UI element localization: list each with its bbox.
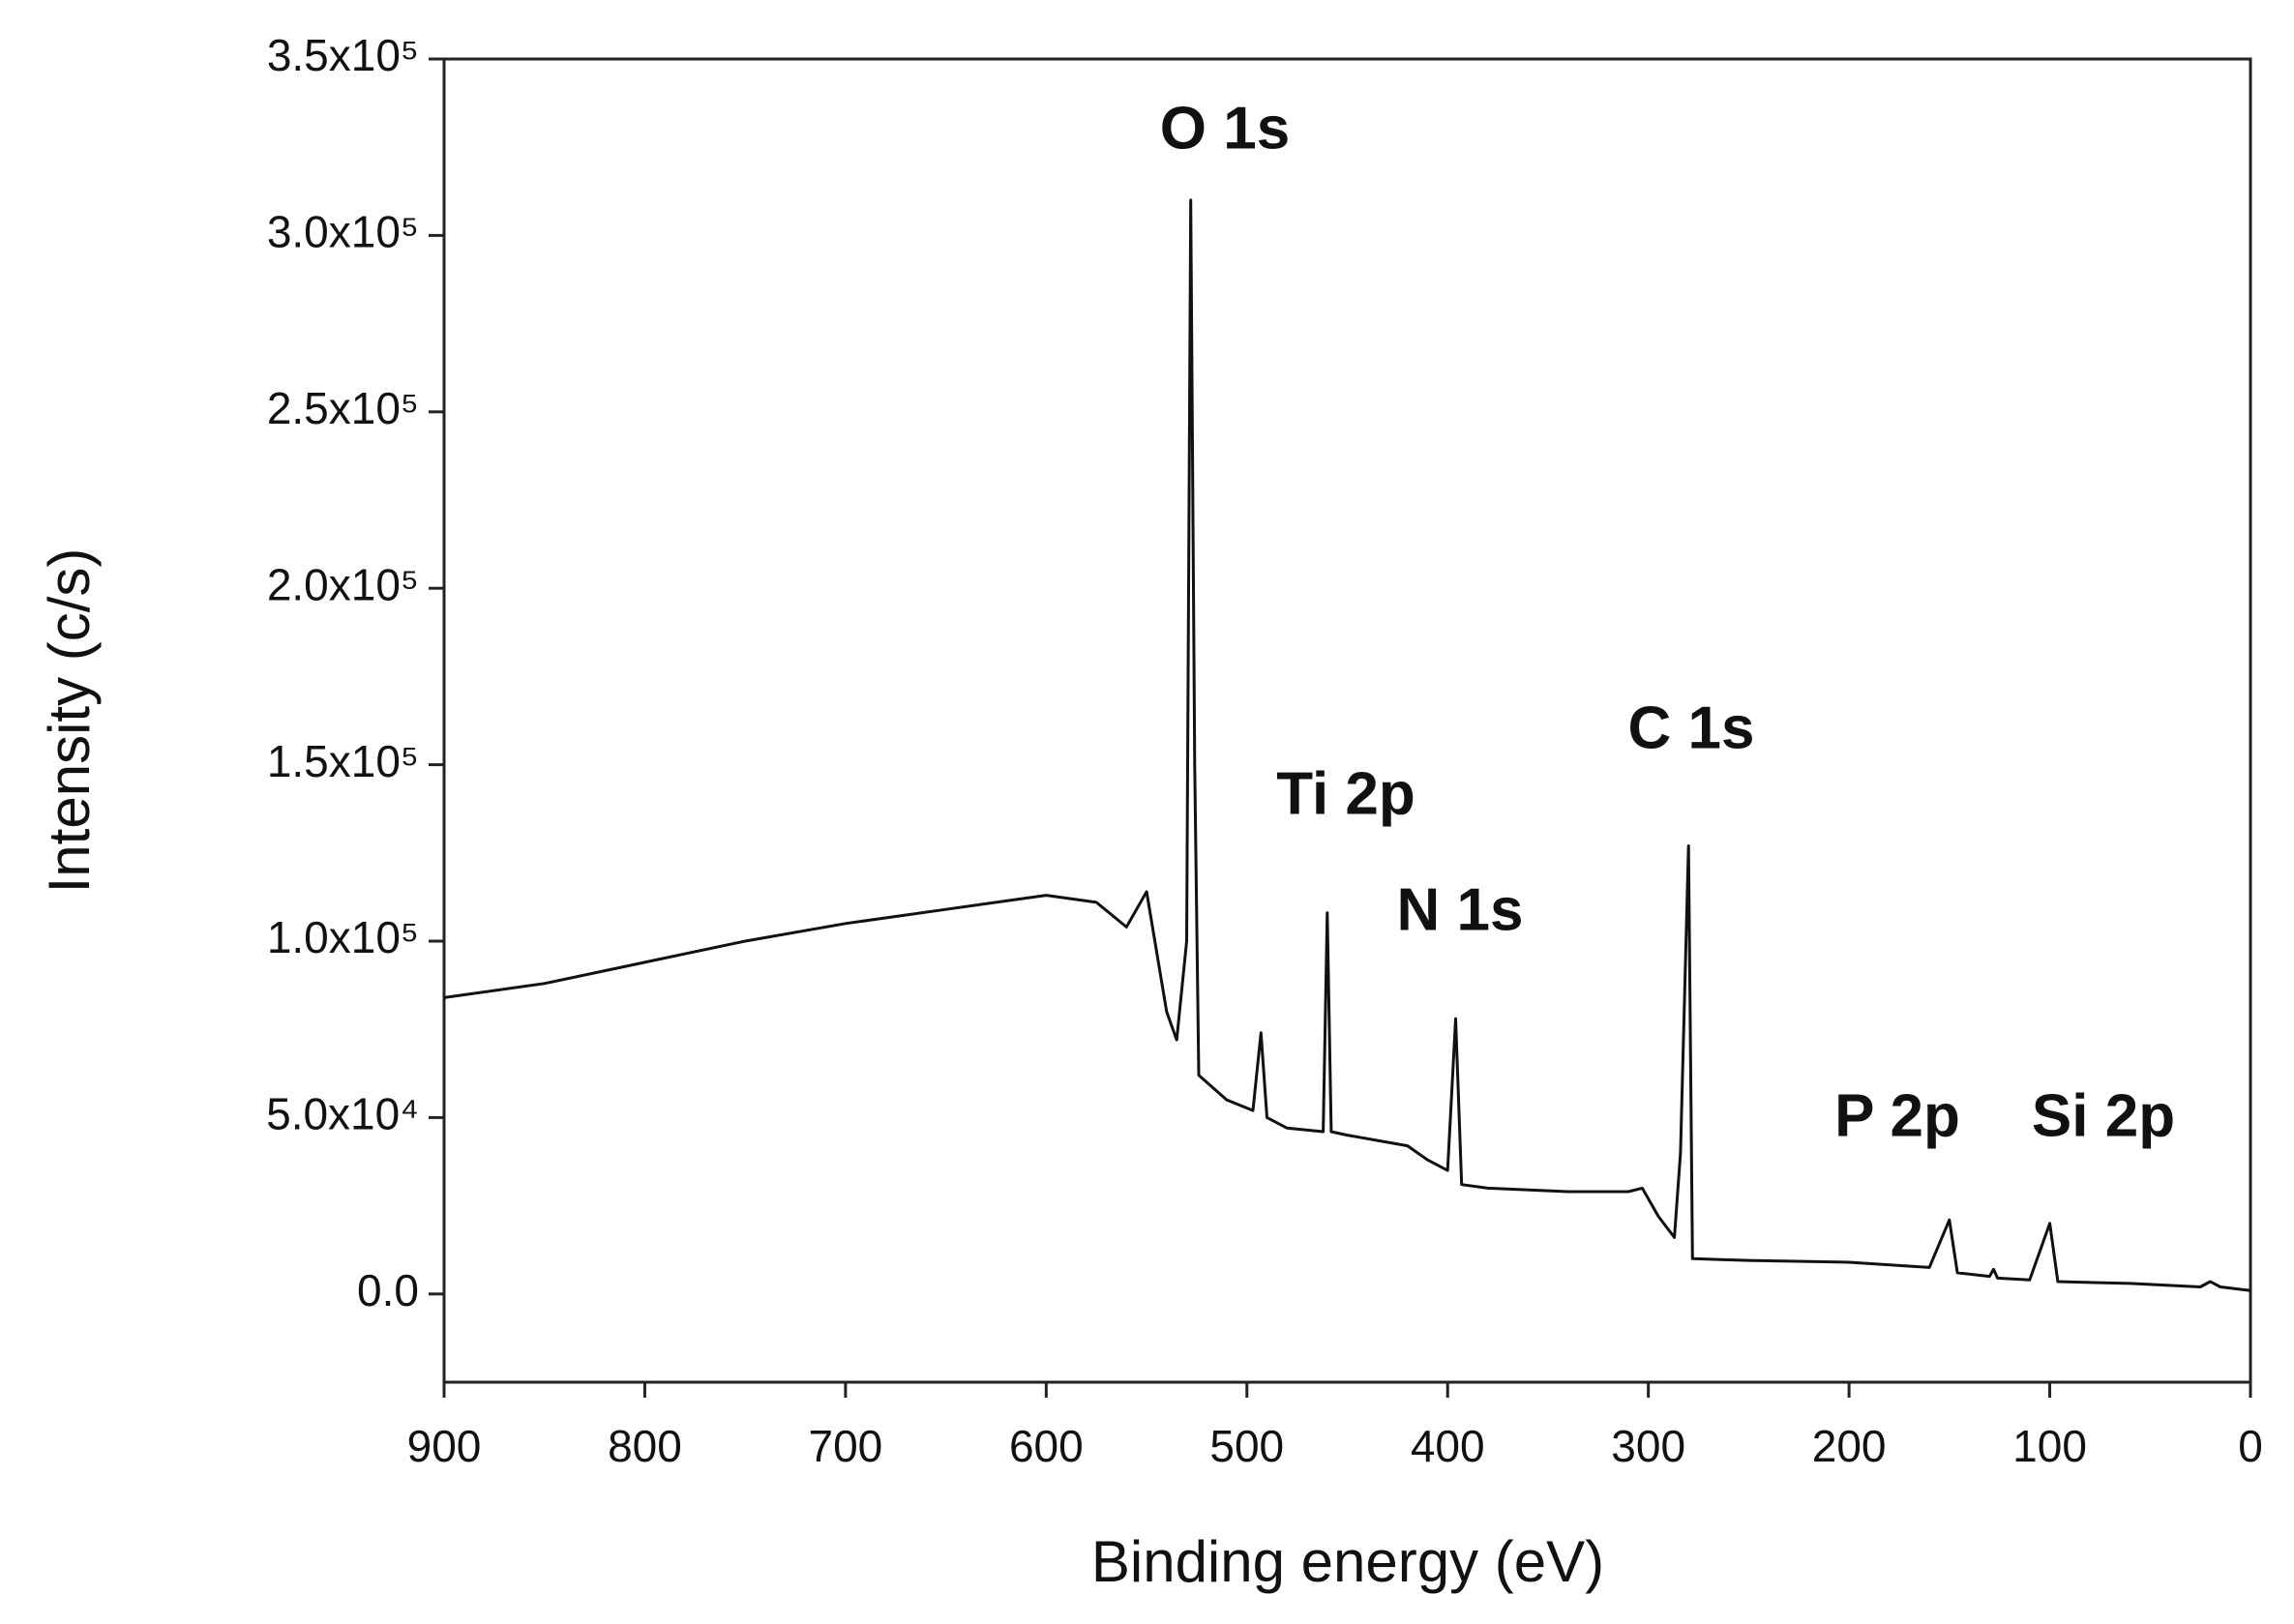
y-tick-label: 5.0x10⁴ — [266, 1089, 419, 1139]
y-tick-label: 2.5x10⁵ — [267, 383, 419, 433]
y-tick-label: 0.0 — [357, 1265, 419, 1315]
y-tick-label: 1.0x10⁵ — [267, 912, 419, 962]
plot-frame — [442, 57, 2252, 1384]
y-tick-label: 3.5x10⁵ — [267, 30, 419, 80]
x-tick-label: 800 — [608, 1421, 682, 1471]
annotation: O 1s — [1160, 95, 1290, 162]
x-tick-label: 400 — [1411, 1421, 1485, 1471]
x-axis-title: Binding energy (eV) — [1091, 1529, 1604, 1594]
x-tick-label: 700 — [809, 1421, 883, 1471]
x-tick-label: 500 — [1209, 1421, 1284, 1471]
x-tick-label: 900 — [407, 1421, 482, 1471]
x-tick-label: 200 — [1812, 1421, 1887, 1471]
y-tick-label: 1.5x10⁵ — [267, 736, 419, 786]
annotation: N 1s — [1397, 876, 1524, 943]
y-axis-title: Intensity (c/s) — [37, 548, 102, 894]
annotation: C 1s — [1628, 694, 1755, 761]
x-tick-label: 100 — [2012, 1421, 2087, 1471]
annotation: P 2p — [1834, 1082, 1960, 1149]
annotation: Si 2p — [2032, 1082, 2175, 1149]
spectrum-line — [443, 198, 2251, 1292]
y-tick-label: 3.0x10⁵ — [267, 207, 419, 257]
y-tick-label: 2.0x10⁵ — [267, 559, 419, 609]
x-tick-label: 300 — [1611, 1421, 1685, 1471]
annotation: Ti 2p — [1276, 760, 1415, 827]
x-tick-label: 0 — [2238, 1421, 2263, 1471]
x-tick-label: 600 — [1009, 1421, 1084, 1471]
